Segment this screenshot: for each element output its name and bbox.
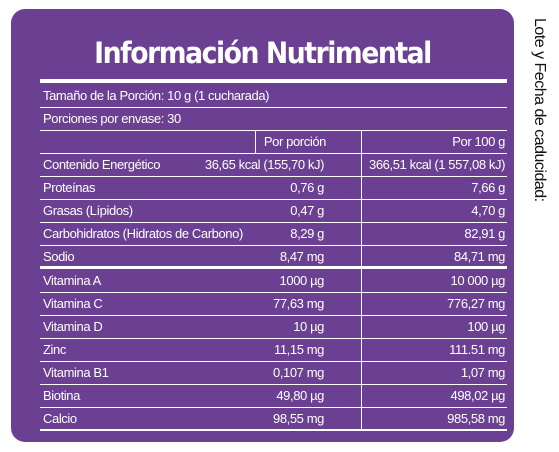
nutrient-name: Calcio [43,411,77,426]
nutrient-portion-value: 1000 µg [279,273,325,288]
column-header-100g: Por 100 g [452,134,505,149]
nutrient-row-carbohydrates: Carbohidratos (Hidratos de Carbono) 8,29… [40,223,507,246]
nutrient-row-vitamin-c: Vitamina C 77,63 mg 776,27 mg [40,293,507,316]
nutrient-100g-value: 84,71 mg [453,249,505,264]
nutrient-row-sodium: Sodio 8,47 mg 84,71 mg [40,246,507,269]
nutrient-100g-value: 776,27 mg [447,296,505,311]
nutrition-label-panel: Información Nutrimental Tamaño de la Por… [11,9,514,442]
column-divider [361,131,362,431]
nutrient-100g-value: 10 000 µg [450,273,506,288]
nutrient-name: Vitamina B1 [43,365,109,380]
nutrient-100g-value: 7,66 g [471,180,505,195]
nutrient-name: Carbohidratos (Hidratos de Carbono) [43,226,243,241]
nutrient-100g-value: 111.51 mg [449,342,505,357]
nutrient-name: Contenido Energético [43,157,161,172]
nutrient-100g-value: 4,70 g [471,203,505,218]
nutrient-portion-value: 49,80 µg [276,388,324,403]
nutrient-portion-value: 77,63 mg [272,296,324,311]
nutrient-row-energy: Contenido Energético 36,65 kcal (155,70 … [40,154,507,177]
nutrient-100g-value: 1,07 mg [460,365,506,380]
title-divider [40,79,507,83]
nutrient-100g-value: 498,02 µg [450,388,506,403]
nutrient-row-zinc: Zinc 11,15 mg 111.51 mg [40,339,507,362]
servings-row: Porciones por envase: 30 [40,108,507,131]
nutrient-portion-value: 0,47 g [290,203,324,218]
nutrient-portion-value: 8,47 mg [279,249,325,264]
nutrient-portion-value: 36,65 kcal (155,70 kJ) [204,157,325,172]
nutrient-row-calcium: Calcio 98,55 mg 985,58 mg [40,408,507,431]
nutrient-name: Biotina [43,388,80,403]
nutrient-portion-value: 11,15 mg [273,342,324,357]
serving-size-row: Tamaño de la Porción: 10 g (1 cucharada) [40,85,507,108]
label-title: Información Nutrimental [94,36,432,70]
servings-text: Porciones por envase: 30 [43,111,181,126]
nutrient-portion-value: 98,55 mg [272,411,324,426]
column-header-row: Por porción Por 100 g [40,131,507,154]
nutrient-100g-value: 985,58 mg [447,411,505,426]
nutrient-name: Proteínas [43,180,96,195]
nutrient-100g-value: 100 µg [467,319,505,334]
nutrient-portion-value: 10 µg [293,319,324,334]
nutrient-portion-value: 0,76 g [290,180,324,195]
nutrient-row-vitamin-a: Vitamina A 1000 µg 10 000 µg [40,270,507,293]
nutrient-portion-value: 0,107 mg [272,365,324,380]
nutrient-name: Grasas (Lípidos) [43,203,133,218]
column-header-portion: Por porción [263,134,326,149]
nutrient-name: Sodio [43,249,75,264]
nutrient-name: Vitamina A [43,273,101,288]
nutrient-100g-value: 82,91 g [464,226,505,241]
nutrient-portion-value: 8,29 g [290,226,324,241]
nutrient-100g-value: 366,51 kcal (1 557,08 kJ) [369,157,505,172]
serving-size-text: Tamaño de la Porción: 10 g (1 cucharada) [43,88,270,103]
nutrient-row-fat: Grasas (Lípidos) 0,47 g 4,70 g [40,200,507,223]
nutrient-name: Zinc [43,342,66,357]
nutrient-row-vitamin-b1: Vitamina B1 0,107 mg 1,07 mg [40,362,507,385]
lot-expiry-text: Lote y Fecha de caducidad: [531,18,548,202]
nutrient-row-biotin: Biotina 49,80 µg 498,02 µg [40,385,507,408]
nutrient-row-vitamin-d: Vitamina D 10 µg 100 µg [40,316,507,339]
header-column-divider [255,131,256,154]
nutrient-row-protein: Proteínas 0,76 g 7,66 g [40,177,507,200]
nutrient-name: Vitamina C [43,296,103,311]
nutrient-name: Vitamina D [43,319,103,334]
